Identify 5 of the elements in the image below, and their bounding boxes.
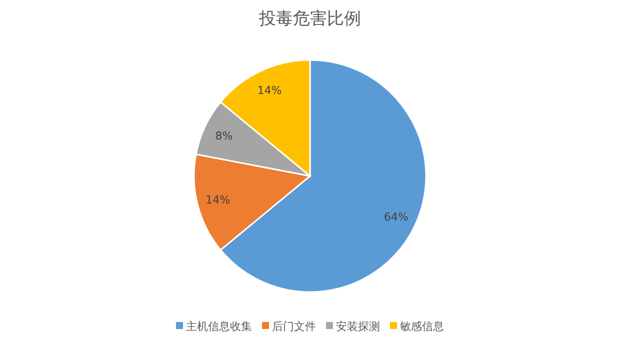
legend-label: 后门文件 xyxy=(272,320,316,333)
legend-label: 安装探测 xyxy=(336,320,380,333)
legend-label: 敏感信息 xyxy=(400,320,444,333)
legend-label: 主机信息收集 xyxy=(186,320,252,333)
title: 投毒危害比例 xyxy=(259,9,361,29)
